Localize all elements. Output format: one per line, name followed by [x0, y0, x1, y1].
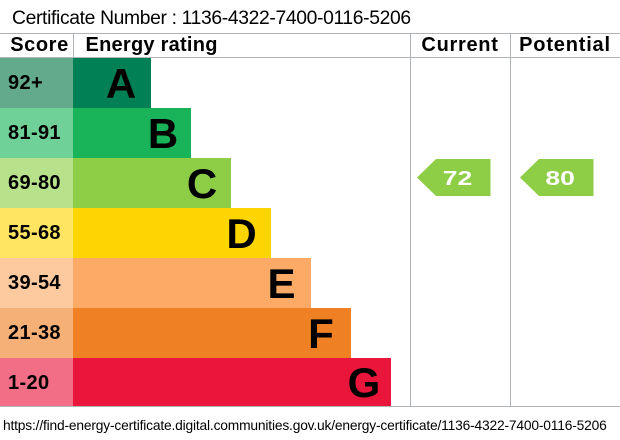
svg-text:72: 72 [443, 168, 473, 190]
svg-text:80: 80 [545, 168, 575, 190]
